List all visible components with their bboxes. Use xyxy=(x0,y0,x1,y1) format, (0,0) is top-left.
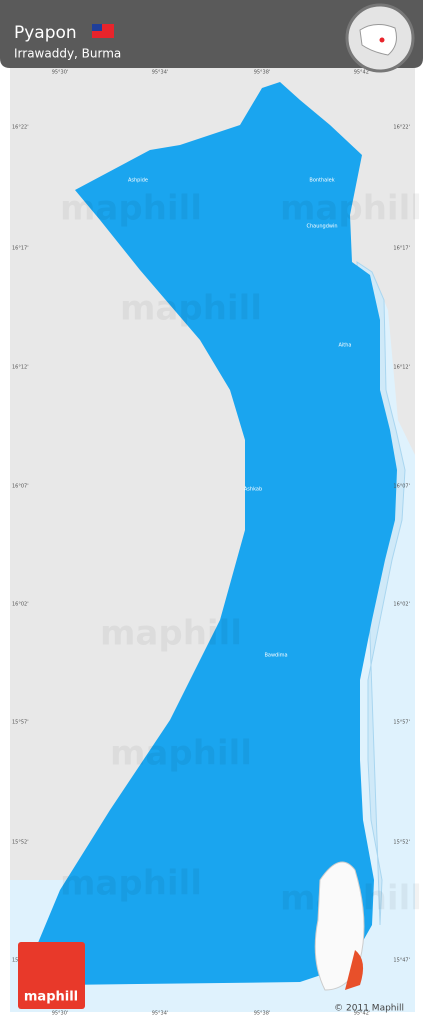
watermark: maphill xyxy=(60,189,202,229)
longitude-label: 95°34' xyxy=(152,70,169,76)
watermark: maphill xyxy=(280,189,422,229)
latitude-label: 16°22' xyxy=(393,125,410,131)
longitude-label: 95°38' xyxy=(254,70,271,76)
place-label: Aitha xyxy=(338,343,351,349)
latitude-label: 15°52' xyxy=(12,840,29,846)
longitude-label: 95°30' xyxy=(52,1011,69,1017)
inset-highlight xyxy=(345,950,364,990)
latitude-label: 16°07' xyxy=(12,484,29,490)
place-label: Ashpide xyxy=(128,178,148,184)
watermark: maphill xyxy=(120,289,262,329)
globe-marker xyxy=(379,37,385,43)
flag-canton xyxy=(92,24,102,31)
latitude-label: 16°17' xyxy=(393,246,410,252)
copyright: © 2011 Maphill xyxy=(334,1004,404,1014)
place-label: Ashkab xyxy=(244,487,262,493)
latitude-label: 16°02' xyxy=(12,602,29,608)
watermark: maphill xyxy=(110,734,252,774)
longitude-label: 95°38' xyxy=(254,1011,271,1017)
place-label: Chaungdwin xyxy=(306,224,337,230)
district xyxy=(30,82,397,985)
longitude-label: 95°42' xyxy=(354,70,371,76)
subtitle: Irrawaddy, Burma xyxy=(14,47,121,61)
longitude-label: 95°42' xyxy=(354,1011,371,1017)
logo: maphill xyxy=(24,990,78,1005)
latitude-label: 15°57' xyxy=(12,720,29,726)
latitude-label: 16°12' xyxy=(12,365,29,371)
latitude-label: 16°02' xyxy=(393,602,410,608)
longitude-label: 95°34' xyxy=(152,1011,169,1017)
globe-land xyxy=(359,24,397,56)
latitude-label: 16°12' xyxy=(393,365,410,371)
watermark: maphill xyxy=(60,864,202,904)
latitude-label: 15°57' xyxy=(393,720,410,726)
place-label: Bonthalek xyxy=(309,178,334,184)
latitude-label: 15°47' xyxy=(393,958,410,964)
logo-box xyxy=(18,942,85,1009)
latitude-label: 16°17' xyxy=(12,246,29,252)
latitude-label: 15°52' xyxy=(393,840,410,846)
title: Pyapon xyxy=(14,23,77,43)
header-bar xyxy=(0,0,423,68)
latitude-label: 16°07' xyxy=(393,484,410,490)
latitude-label: 16°22' xyxy=(12,125,29,131)
place-label: Bawdima xyxy=(264,653,287,659)
watermark: maphill xyxy=(100,614,242,654)
longitude-label: 95°30' xyxy=(52,70,69,76)
